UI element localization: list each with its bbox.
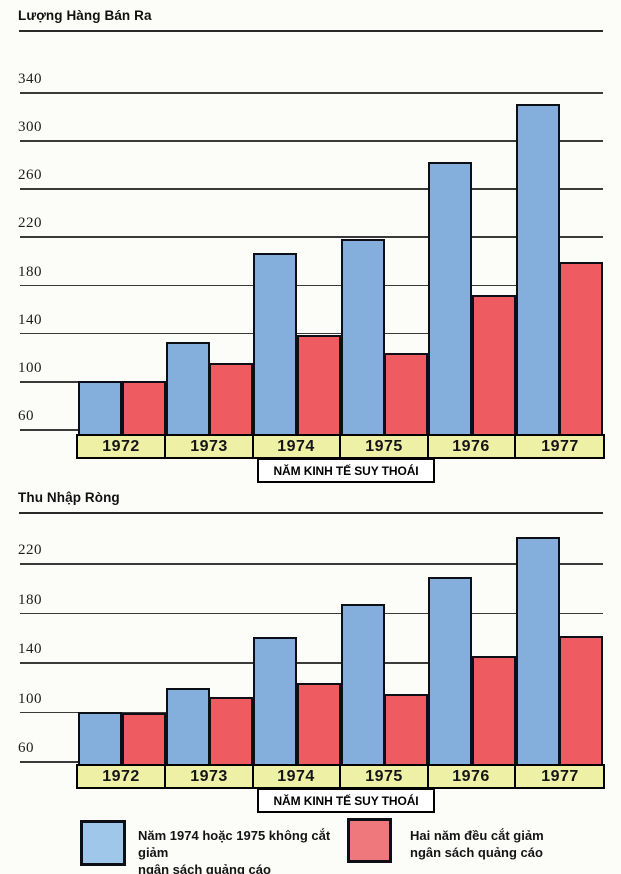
- bar-1976-cut: [472, 295, 516, 436]
- gridline-140: [20, 332, 603, 335]
- chart-title-sales: Lượng Hàng Bán Ra: [18, 8, 152, 23]
- y-tick-label: 340: [18, 71, 42, 87]
- year-label-1972: 1972: [78, 766, 166, 787]
- bar-1974-cut: [297, 683, 341, 766]
- gridline-260: [20, 188, 603, 190]
- y-tick-label: 220: [18, 542, 42, 558]
- bar-1972-cut: [122, 381, 166, 436]
- bar-1973-cut: [209, 697, 253, 766]
- bar-1974-no-cut: [253, 253, 297, 436]
- year-label-1977: 1977: [541, 437, 579, 455]
- legend-label-budget-cut: Hai năm đều cắt giảm ngân sách quảng cáo: [410, 827, 590, 861]
- bar-1973-no-cut: [166, 688, 210, 766]
- y-tick-label: 220: [18, 215, 42, 232]
- title-rule: [19, 30, 603, 32]
- bar-1974-no-cut: [253, 637, 297, 766]
- legend-swatch-no-budget-cut: [80, 820, 126, 866]
- bar-1976-no-cut: [428, 577, 472, 766]
- gridline-220: [20, 236, 603, 239]
- y-tick-label: 180: [18, 591, 42, 608]
- bar-1976-cut: [472, 656, 516, 766]
- gridline-300: [20, 140, 603, 142]
- year-label-1973: 1973: [166, 436, 254, 457]
- y-tick-label: 60: [18, 740, 34, 756]
- year-label-1973: 1973: [166, 766, 254, 787]
- y-tick-label: 180: [18, 263, 42, 280]
- gridline-180: [20, 284, 603, 287]
- y-tick-label: 140: [18, 311, 42, 328]
- recession-annotation: NĂM KINH TẾ SUY THOÁI: [257, 458, 435, 483]
- bar-1976-no-cut: [428, 162, 472, 436]
- year-axis-band: 1972 1973 1974 1975 1976 1977: [76, 764, 605, 789]
- legend-swatch-budget-cut: [347, 818, 392, 863]
- bar-1977-no-cut: [516, 537, 560, 766]
- legend-label-no-budget-cut: Năm 1974 hoặc 1975 không cắt giảm ngân s…: [138, 827, 363, 874]
- year-label-1972: 1972: [78, 436, 166, 457]
- bar-1975-cut: [384, 353, 428, 436]
- gridline-180: [20, 612, 603, 615]
- recession-annotation: NĂM KINH TẾ SUY THOÁI: [257, 788, 435, 813]
- bar-1975-no-cut: [341, 239, 385, 436]
- y-tick-label: 300: [18, 119, 42, 136]
- bar-1972-no-cut: [78, 381, 122, 436]
- title-rule: [19, 512, 603, 514]
- year-label-1976: 1976: [428, 766, 516, 787]
- gridline-220: [20, 563, 603, 565]
- chart-title-net-income: Thu Nhập Ròng: [18, 490, 120, 505]
- y-tick-label: 260: [18, 167, 42, 184]
- year-label-1974: 1974: [253, 766, 341, 787]
- year-axis-band: 1972 1973 1974 1975 1976 1977: [76, 434, 605, 459]
- bar-1977-cut: [559, 636, 603, 766]
- bar-1972-cut: [122, 713, 166, 766]
- y-tick-label: 140: [18, 641, 42, 657]
- bar-1972-no-cut: [78, 712, 122, 766]
- year-label-1975: 1975: [341, 766, 429, 787]
- bar-1973-cut: [209, 363, 253, 436]
- legend-label-line: Năm 1974 hoặc 1975 không cắt giảm: [138, 828, 331, 860]
- legend-label-line: ngân sách quảng cáo: [410, 845, 543, 860]
- y-tick-label: 100: [18, 690, 42, 707]
- bar-1975-cut: [384, 694, 428, 766]
- y-tick-label: 60: [18, 408, 34, 424]
- year-label-1975: 1975: [341, 436, 429, 457]
- bar-1973-no-cut: [166, 342, 210, 436]
- bar-1977-no-cut: [516, 104, 560, 436]
- legend-label-line: Hai năm đều cắt giảm: [410, 828, 544, 843]
- bar-1977-cut: [559, 262, 603, 436]
- year-label-1974: 1974: [253, 436, 341, 457]
- bar-1974-cut: [297, 335, 341, 436]
- y-tick-label: 100: [18, 359, 42, 376]
- gridline-340: [20, 92, 603, 94]
- gridline-140: [20, 662, 603, 664]
- year-label-1976: 1976: [428, 436, 516, 457]
- bar-1975-no-cut: [341, 604, 385, 766]
- year-label-1977: 1977: [541, 767, 579, 785]
- legend-label-line: ngân sách quảng cáo: [138, 862, 271, 874]
